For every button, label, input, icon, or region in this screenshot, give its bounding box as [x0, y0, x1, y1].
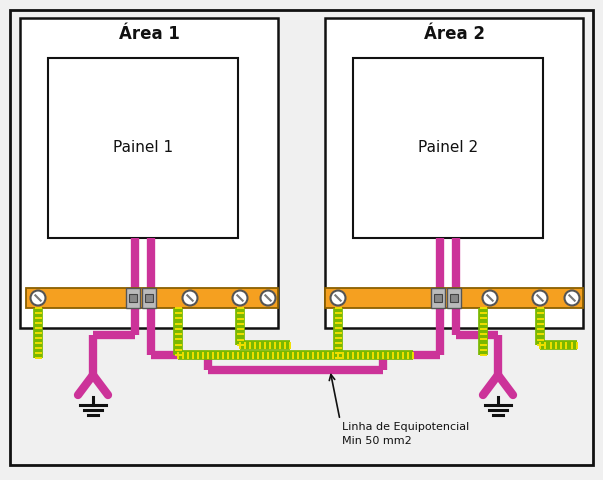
Bar — [126, 288, 140, 308]
Circle shape — [183, 290, 198, 305]
Text: Painel 1: Painel 1 — [113, 141, 173, 156]
Text: Área 1: Área 1 — [119, 25, 180, 43]
Bar — [142, 288, 156, 308]
Circle shape — [482, 290, 497, 305]
Bar — [325, 288, 583, 308]
Circle shape — [233, 290, 247, 305]
Bar — [145, 294, 153, 302]
Text: Área 2: Área 2 — [423, 25, 484, 43]
Text: Linha de Equipotencial
Min 50 mm2: Linha de Equipotencial Min 50 mm2 — [342, 422, 469, 446]
Circle shape — [330, 290, 346, 305]
Bar — [447, 288, 461, 308]
Circle shape — [532, 290, 548, 305]
Bar — [26, 288, 278, 308]
Bar — [431, 288, 445, 308]
Bar — [434, 294, 442, 302]
Bar — [450, 294, 458, 302]
Bar — [20, 18, 278, 328]
Circle shape — [31, 290, 45, 305]
Text: Painel 2: Painel 2 — [418, 141, 478, 156]
Bar — [129, 294, 137, 302]
Circle shape — [564, 290, 579, 305]
Bar — [48, 58, 238, 238]
Circle shape — [260, 290, 276, 305]
Bar — [353, 58, 543, 238]
Bar — [325, 18, 583, 328]
